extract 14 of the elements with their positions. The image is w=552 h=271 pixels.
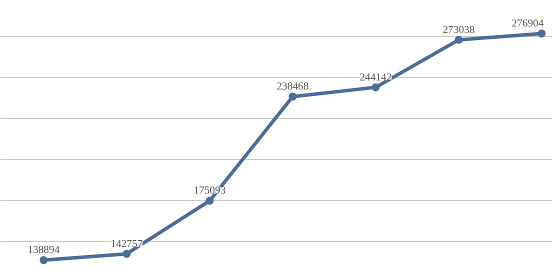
- point: [206, 196, 214, 205]
- data-label: 244142: [360, 72, 392, 84]
- data-label: 273038: [442, 24, 475, 36]
- data-label: 142757: [110, 238, 144, 250]
- point: [372, 83, 380, 92]
- data-label: 238468: [276, 82, 309, 93]
- data-label: 175093: [194, 186, 226, 197]
- point: [122, 250, 131, 258]
- point: [288, 92, 297, 101]
- data-label: 138894: [28, 245, 60, 256]
- point: [538, 30, 546, 38]
- point: [454, 36, 463, 44]
- data-label: 276904: [512, 18, 544, 30]
- point: [40, 256, 48, 264]
